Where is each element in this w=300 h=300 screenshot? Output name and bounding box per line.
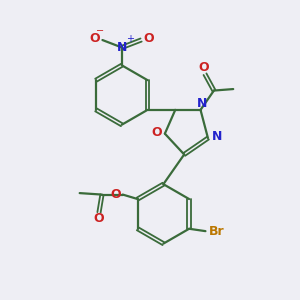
Text: N: N [197,97,207,110]
Text: N: N [117,41,127,54]
Text: O: O [90,32,100,45]
Text: O: O [143,32,154,45]
Text: Br: Br [209,225,225,238]
Text: O: O [94,212,104,226]
Text: O: O [151,126,162,139]
Text: +: + [126,34,134,44]
Text: O: O [198,61,209,74]
Text: N: N [212,130,222,143]
Text: O: O [110,188,121,201]
Text: −: − [96,26,104,35]
